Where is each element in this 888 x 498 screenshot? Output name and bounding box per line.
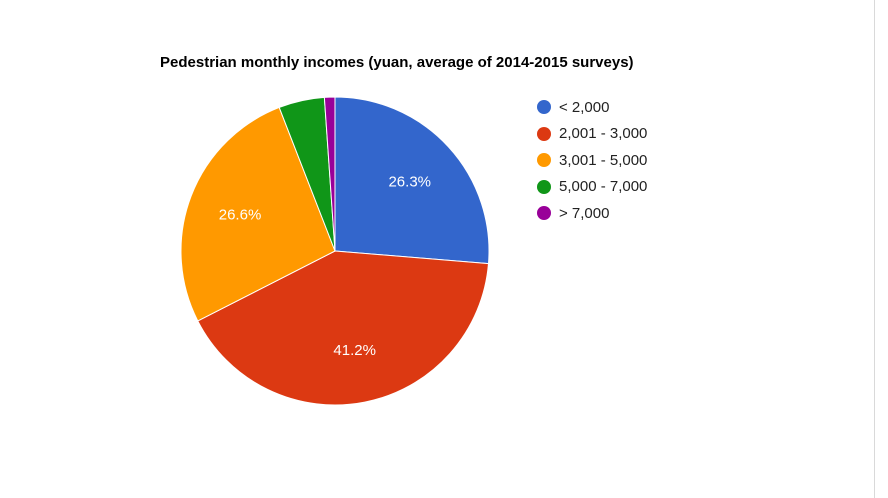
pie-slice-2[interactable] bbox=[197, 250, 490, 406]
pie-slice-3[interactable] bbox=[180, 106, 336, 322]
frame-edge bbox=[874, 0, 875, 498]
legend: < 2,000 2,001 - 3,000 3,001 - 5,000 5,000 -… bbox=[537, 94, 647, 227]
legend-item-4[interactable]: 5,000 - 7,000 bbox=[537, 174, 647, 201]
legend-swatch-icon bbox=[537, 100, 551, 115]
legend-swatch-icon bbox=[537, 126, 551, 141]
legend-label: 5,000 - 7,000 bbox=[559, 178, 648, 196]
pie-slice-1[interactable] bbox=[334, 96, 490, 265]
legend-label: 3,001 - 5,000 bbox=[559, 151, 648, 169]
slice-label-2: 41.2% bbox=[333, 342, 376, 359]
legend-item-3[interactable]: 3,001 - 5,000 bbox=[537, 147, 647, 174]
legend-label: < 2,000 bbox=[559, 98, 610, 116]
pie-slices bbox=[180, 96, 490, 406]
legend-label: > 7,000 bbox=[559, 204, 610, 222]
legend-item-5[interactable]: > 7,000 bbox=[537, 200, 647, 227]
legend-label: 2,001 - 3,000 bbox=[559, 125, 648, 143]
slice-label-1: 26.3% bbox=[388, 174, 431, 191]
legend-item-1[interactable]: < 2,000 bbox=[537, 94, 647, 121]
legend-swatch-icon bbox=[537, 206, 551, 221]
slice-label-3: 26.6% bbox=[219, 206, 262, 223]
pie-slice-5[interactable] bbox=[323, 96, 336, 252]
chart-title: Pedestrian monthly incomes (yuan, averag… bbox=[160, 54, 634, 71]
legend-item-2[interactable]: 2,001 - 3,000 bbox=[537, 121, 647, 148]
pie-labels: 26.3% 41.2% 26.6% bbox=[219, 174, 431, 360]
legend-swatch-icon bbox=[537, 153, 551, 168]
legend-swatch-icon bbox=[537, 179, 551, 194]
